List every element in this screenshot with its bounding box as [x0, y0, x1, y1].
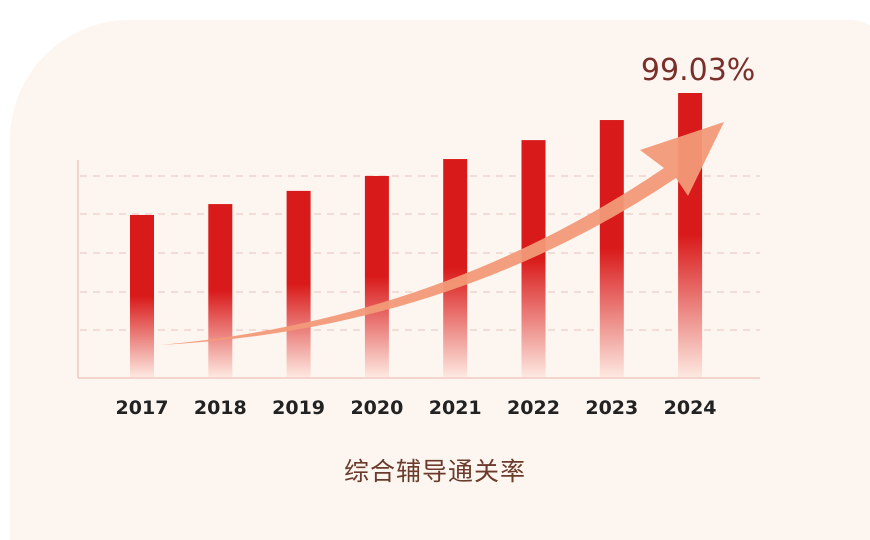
- chart-caption: 综合辅导通关率: [343, 457, 526, 486]
- x-tick-label: 2021: [429, 397, 482, 419]
- x-tick-label: 2022: [507, 397, 560, 419]
- bar-2019: [286, 190, 311, 377]
- x-tick-label: 2023: [585, 397, 638, 419]
- bar-2020: [364, 175, 389, 377]
- bar-chart: 2017 2018 2019 2020 2021 2022 2023 2024 99.03%: [77, 53, 760, 419]
- bar-2023: [599, 120, 624, 378]
- bar-2017: [130, 214, 154, 377]
- data-label-2024: 99.03%: [641, 53, 755, 88]
- bar-2021: [443, 159, 468, 377]
- x-tick-label: 2017: [116, 397, 169, 419]
- trend-arrow: [160, 122, 724, 345]
- x-tick-label: 2020: [350, 397, 403, 419]
- bar-2018: [208, 204, 233, 377]
- x-tick-label: 2018: [194, 397, 247, 419]
- x-tick-label: 2024: [664, 397, 717, 419]
- x-tick-label: 2019: [272, 397, 325, 419]
